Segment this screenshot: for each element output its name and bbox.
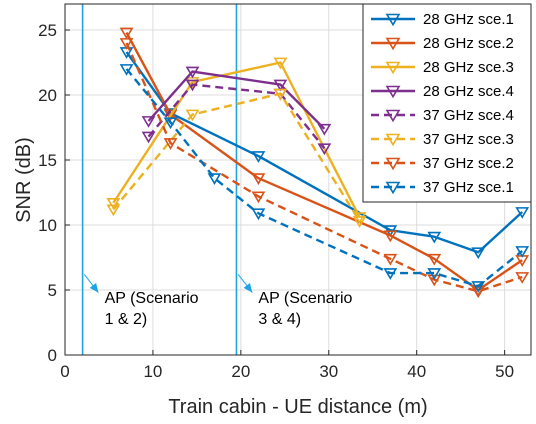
- y-tick-label: 20: [38, 86, 57, 105]
- data-point: [251, 208, 266, 221]
- ap-position-lines: [81, 4, 238, 355]
- data-point: [383, 268, 398, 280]
- series-line: [147, 70, 326, 130]
- data-point: [251, 151, 266, 163]
- legend-marker: [385, 157, 401, 171]
- data-point: [515, 272, 530, 284]
- annotation-arrow-head: [89, 283, 99, 293]
- data-point: [106, 204, 121, 217]
- data-point: [141, 116, 156, 128]
- data-point: [163, 117, 178, 130]
- data-point: [119, 38, 134, 50]
- x-tick-label: 20: [231, 362, 250, 381]
- data-point: [273, 79, 288, 92]
- data-point: [185, 109, 200, 122]
- legend-marker: [385, 37, 401, 51]
- annotation-text: 1 & 2): [105, 311, 148, 328]
- legend-label: 37 GHz sce.4: [423, 107, 514, 124]
- axis-ticks: 0 10 20 30 40 50 0 5 10 15 20 25: [38, 21, 514, 381]
- data-point: [317, 123, 332, 136]
- data-point: [185, 79, 200, 92]
- data-point: [427, 231, 442, 244]
- data-point: [207, 173, 222, 186]
- data-point: [106, 197, 121, 210]
- legend-label: 28 GHz sce.3: [423, 59, 514, 76]
- legend-marker: [385, 109, 401, 123]
- legend-marker: [385, 13, 401, 27]
- data-point: [185, 66, 200, 79]
- x-axis-label: Train cabin - UE distance (m): [168, 396, 427, 418]
- data-point: [383, 253, 398, 266]
- data-point: [119, 64, 134, 76]
- legend-marker: [385, 181, 401, 195]
- data-point: [273, 57, 288, 70]
- data-point: [119, 27, 134, 40]
- legend: 28 GHz sce.1 28 GHz sce.2 28 GHz sce.3 28 G…: [362, 3, 532, 203]
- data-series: [106, 27, 530, 299]
- y-tick-label: 15: [38, 151, 57, 170]
- data-point: [317, 143, 332, 156]
- data-point: [471, 281, 486, 293]
- legend-box: [362, 3, 532, 203]
- data-point: [515, 246, 530, 258]
- legend-label: 37 GHz sce.3: [423, 131, 514, 148]
- series-group: [119, 64, 530, 293]
- legend-label: 37 GHz sce.1: [423, 179, 514, 196]
- data-point: [163, 138, 178, 150]
- data-point: [427, 274, 442, 287]
- data-point: [352, 216, 367, 228]
- legend-label: 28 GHz sce.1: [423, 11, 514, 28]
- x-tick-label: 10: [143, 362, 162, 381]
- data-point: [427, 268, 442, 280]
- series-line: [112, 61, 361, 218]
- data-point: [251, 173, 266, 186]
- series-group: [106, 88, 367, 228]
- series-line: [125, 68, 523, 288]
- x-tick-label: 30: [319, 362, 338, 381]
- annotation-text: 3 & 4): [258, 311, 301, 328]
- data-point: [273, 88, 288, 101]
- data-point: [515, 207, 530, 219]
- annotation-text: AP (Scenario: [258, 290, 352, 307]
- x-tick-label: 50: [495, 362, 514, 381]
- series-line: [125, 42, 523, 293]
- series-group: [141, 66, 332, 136]
- y-axis-label: SNR (dB): [13, 137, 35, 223]
- data-point: [427, 253, 442, 266]
- legend-marker: [385, 133, 401, 147]
- legend-label: 28 GHz sce.2: [423, 35, 514, 52]
- y-tick-label: 10: [38, 216, 57, 235]
- legend-marker: [385, 61, 401, 75]
- data-point: [251, 191, 266, 204]
- legend-label: 37 GHz sce.2: [423, 155, 514, 172]
- data-point: [471, 247, 486, 260]
- legend-marker: [385, 85, 401, 99]
- legend-label: 28 GHz sce.4: [423, 83, 514, 100]
- series-line: [112, 92, 361, 222]
- data-point: [141, 131, 156, 144]
- x-tick-label: 0: [60, 362, 69, 381]
- y-tick-label: 5: [48, 281, 57, 300]
- y-tick-label: 0: [48, 346, 57, 365]
- ap-annotations: AP (Scenario 1 & 2) AP (Scenario 3 & 4): [83, 274, 353, 328]
- x-tick-label: 40: [407, 362, 426, 381]
- annotation-text: AP (Scenario: [105, 290, 199, 307]
- data-point: [383, 230, 398, 243]
- annotation-arrow-head: [243, 283, 253, 293]
- y-tick-label: 25: [38, 21, 57, 40]
